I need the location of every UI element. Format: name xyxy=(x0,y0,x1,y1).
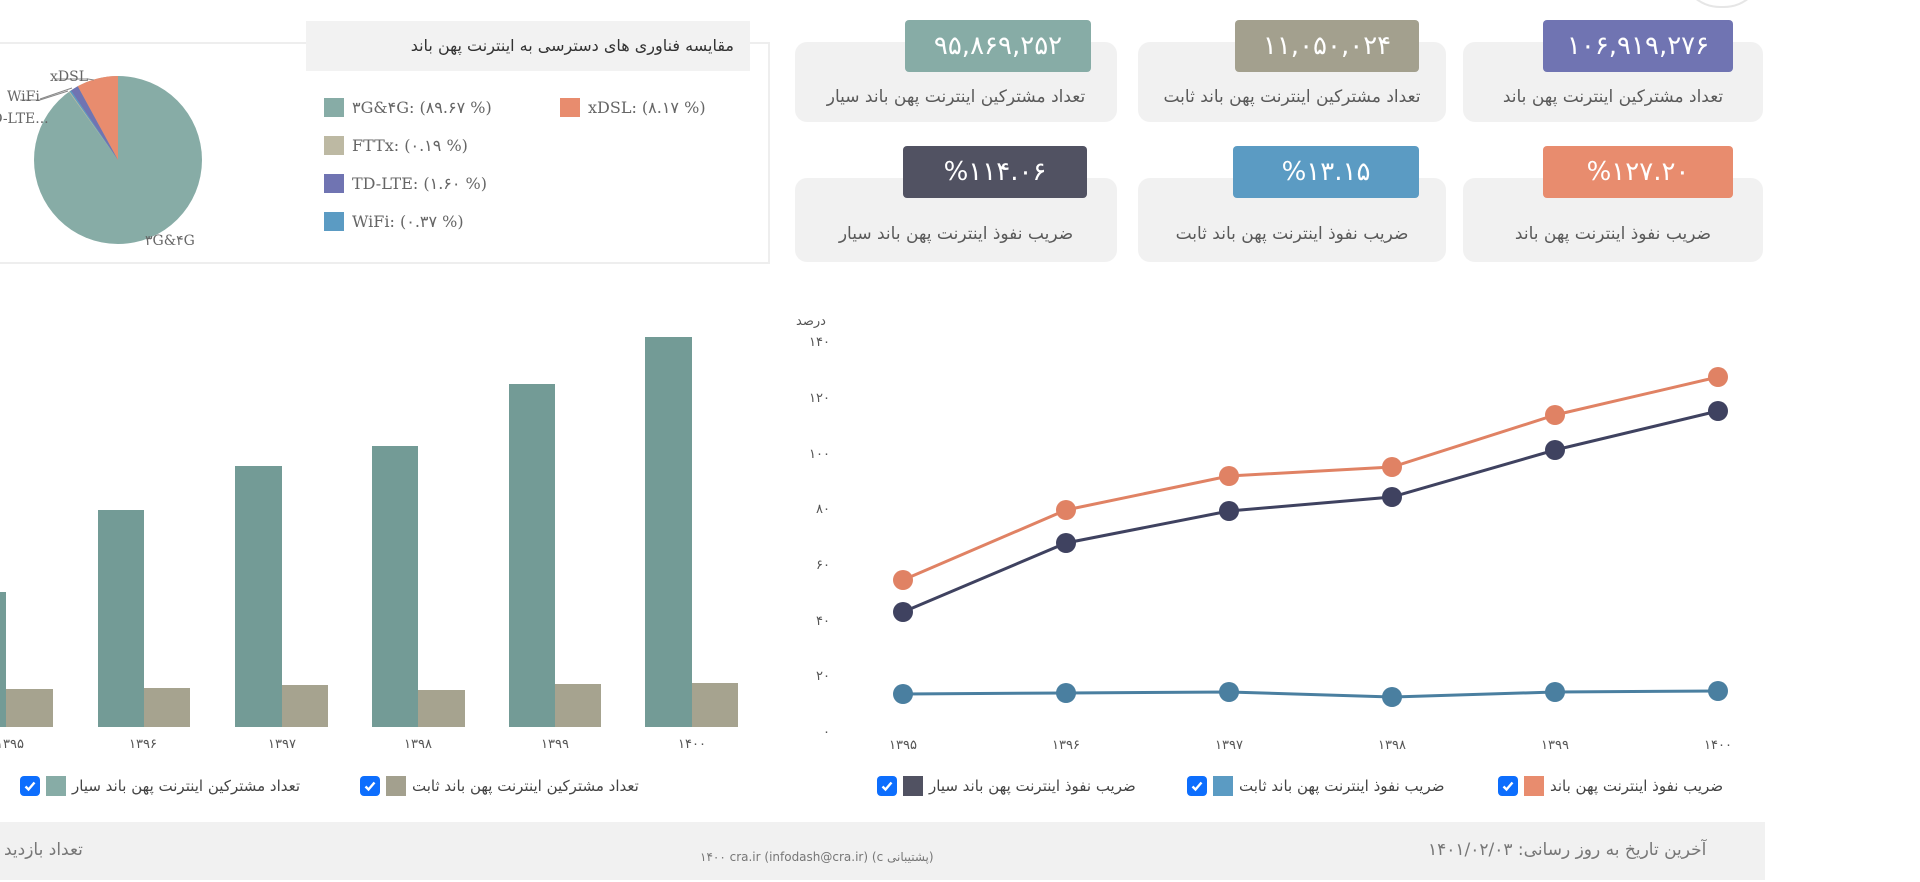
stat-card-fixed-penetration: ضریب نفوذ اینترنت پهن باند ثابت xyxy=(1138,178,1446,262)
legend-swatch xyxy=(324,136,344,155)
pie-label-3g4g: ۳G&۴G xyxy=(145,233,195,249)
stat-value-fixed-penetration: %۱۳.۱۵ xyxy=(1233,146,1419,198)
line-series-mobile-penetration xyxy=(893,401,1728,622)
pie-label-wifi: WiFi xyxy=(7,89,40,105)
checkbox-checked-icon[interactable] xyxy=(1187,776,1207,796)
stat-label: تعداد مشترکین اینترنت پهن باند سیار xyxy=(826,87,1086,107)
line-y-tick: ۱۰۰ xyxy=(809,447,830,462)
line-y-unit: درصد xyxy=(796,314,826,329)
legend-label: WiFi: (۰.۳۷ %) xyxy=(352,212,464,231)
line-x-label: ۱۳۹۵ xyxy=(889,738,917,753)
line-x-label: ۱۳۹۷ xyxy=(1215,738,1243,753)
user-avatar-circle[interactable] xyxy=(1680,0,1764,8)
bar-x-label: ۱۳۹۵ xyxy=(0,737,24,752)
checkbox-checked-icon[interactable] xyxy=(20,776,40,796)
pie-legend-3g4g[interactable]: ۳G&۴G: (۸۹.۶۷ %) xyxy=(324,98,492,117)
visit-count-label: تعداد بازدید xyxy=(4,840,83,860)
pie-slice-fttx[interactable] xyxy=(68,91,118,160)
bar-series-fixed xyxy=(6,683,738,727)
legend-label: ۳G&۴G: (۸۹.۶۷ %) xyxy=(352,98,492,117)
pie-chart xyxy=(20,76,202,244)
pie-label-tdlte: TD-LTE... xyxy=(0,111,49,127)
checkbox-checked-icon[interactable] xyxy=(1498,776,1518,796)
bar-x-label: ۱۳۹۹ xyxy=(541,737,569,752)
stat-value-fixed-subscribers: ۱۱,۰۵۰,۰۲۴ xyxy=(1235,20,1419,72)
line-x-label: ۱۳۹۶ xyxy=(1052,738,1080,753)
stat-value-total-subscribers: ۱۰۶,۹۱۹,۲۷۶ xyxy=(1543,20,1733,72)
pie-label-xdsl: xDSL xyxy=(50,69,89,85)
legend-label: ضریب نفوذ اینترنت پهن باند xyxy=(1550,777,1724,795)
pie-legend-xdsl[interactable]: xDSL: (۸.۱۷ %) xyxy=(560,98,706,117)
legend-label: تعداد مشترکین اینترنت پهن باند ثابت xyxy=(412,777,639,795)
stat-label: تعداد مشترکین اینترنت پهن باند ثابت xyxy=(1163,87,1421,107)
bar-x-label: ۱۳۹۸ xyxy=(404,737,432,752)
legend-swatch xyxy=(46,776,66,796)
pie-slice-tdlte[interactable] xyxy=(71,86,118,160)
legend-swatch xyxy=(324,174,344,193)
copyright-text: (پشتیبانی c) (infodash@cra.ir) ۱۴۰۰ cra.… xyxy=(700,850,934,864)
bar-legend-mobile[interactable]: تعداد مشترکین اینترنت پهن باند سیار xyxy=(20,776,300,796)
legend-swatch xyxy=(903,776,923,796)
pie-slice-xdsl[interactable] xyxy=(77,76,118,160)
line-y-tick: ۸۰ xyxy=(816,502,830,517)
pie-legend-tdlte[interactable]: TD-LTE: (۱.۶۰ %) xyxy=(324,174,487,193)
pie-slice-wifi[interactable] xyxy=(69,90,118,160)
legend-label: FTTx: (۰.۱۹ %) xyxy=(352,136,468,155)
legend-swatch xyxy=(1213,776,1233,796)
legend-swatch xyxy=(1524,776,1544,796)
bar-x-label: ۱۴۰۰ xyxy=(678,737,706,752)
stat-label: تعداد مشترکین اینترنت پهن باند xyxy=(1502,87,1724,107)
stat-card-mobile-subscribers: تعداد مشترکین اینترنت پهن باند سیار xyxy=(795,42,1117,122)
bar-chart xyxy=(0,337,738,727)
bar-legend-fixed[interactable]: تعداد مشترکین اینترنت پهن باند ثابت xyxy=(360,776,639,796)
checkbox-checked-icon[interactable] xyxy=(877,776,897,796)
legend-label: تعداد مشترکین اینترنت پهن باند سیار xyxy=(72,777,301,795)
line-series-total-penetration xyxy=(893,367,1728,590)
line-series-fixed-penetration xyxy=(893,681,1728,707)
line-y-tick: ۰ xyxy=(823,725,830,740)
line-y-tick: ۱۲۰ xyxy=(809,391,830,406)
line-x-label: ۱۳۹۹ xyxy=(1541,738,1569,753)
line-chart xyxy=(893,367,1728,707)
legend-swatch xyxy=(324,212,344,231)
legend-label: TD-LTE: (۱.۶۰ %) xyxy=(352,174,487,193)
line-y-tick: ۶۰ xyxy=(816,558,830,573)
pie-chart-title: مقایسه فناوری های دسترسی به اینترنت پهن … xyxy=(306,21,750,71)
legend-label: xDSL: (۸.۱۷ %) xyxy=(588,98,706,117)
legend-label: ضریب نفوذ اینترنت پهن باند ثابت xyxy=(1239,777,1445,795)
line-legend-fixed[interactable]: ضریب نفوذ اینترنت پهن باند ثابت xyxy=(1187,776,1444,796)
last-update-text: آخرین تاریخ به روز رسانی: ۱۴۰۱/۰۲/۰۳ xyxy=(1428,840,1707,860)
legend-swatch xyxy=(386,776,406,796)
stat-label: ضریب نفوذ اینترنت پهن باند ثابت xyxy=(1175,224,1409,244)
legend-swatch xyxy=(324,98,344,117)
line-y-tick: ۱۴۰ xyxy=(809,335,830,350)
legend-swatch xyxy=(560,98,580,117)
stat-value-mobile-penetration: %۱۱۴.۰۶ xyxy=(903,146,1087,198)
footer: تعداد بازدید (پشتیبانی c) (infodash@cra.… xyxy=(0,822,1765,880)
stat-label: ضریب نفوذ اینترنت پهن باند سیار xyxy=(838,224,1074,244)
stat-label: ضریب نفوذ اینترنت پهن باند xyxy=(1514,224,1712,244)
legend-label: ضریب نفوذ اینترنت پهن باند سیار xyxy=(929,777,1136,795)
bar-series-mobile xyxy=(0,337,692,727)
line-x-label: ۱۳۹۸ xyxy=(1378,738,1406,753)
pie-legend-fttx[interactable]: FTTx: (۰.۱۹ %) xyxy=(324,136,468,155)
pie-legend-wifi[interactable]: WiFi: (۰.۳۷ %) xyxy=(324,212,464,231)
line-y-tick: ۴۰ xyxy=(816,614,830,629)
bar-x-label: ۱۳۹۶ xyxy=(129,737,157,752)
bar-x-label: ۱۳۹۷ xyxy=(268,737,296,752)
line-x-label: ۱۴۰۰ xyxy=(1704,738,1732,753)
line-legend-mobile[interactable]: ضریب نفوذ اینترنت پهن باند سیار xyxy=(877,776,1136,796)
line-y-tick: ۲۰ xyxy=(816,669,830,684)
stat-value-total-penetration: %۱۲۷.۲۰ xyxy=(1543,146,1733,198)
line-legend-total[interactable]: ضریب نفوذ اینترنت پهن باند xyxy=(1498,776,1723,796)
checkbox-checked-icon[interactable] xyxy=(360,776,380,796)
stat-value-mobile-subscribers: ۹۵,۸۶۹,۲۵۲ xyxy=(905,20,1091,72)
pie-title-text: مقایسه فناوری های دسترسی به اینترنت پهن … xyxy=(410,36,734,55)
